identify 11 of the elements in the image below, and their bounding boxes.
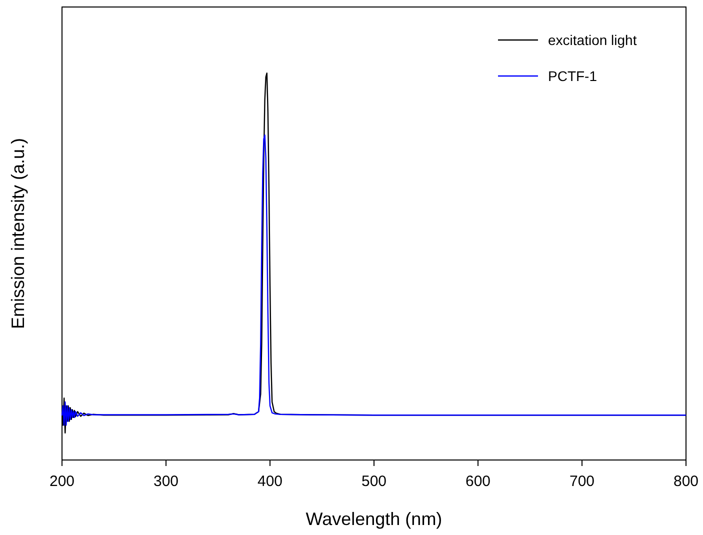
x-tick-label: 300 — [153, 473, 179, 490]
legend-label: PCTF-1 — [548, 68, 598, 84]
x-tick-label: 800 — [673, 473, 699, 490]
legend-label: excitation light — [548, 32, 637, 48]
x-tick-label: 600 — [465, 473, 491, 490]
x-tick-label: 400 — [257, 473, 283, 490]
y-axis-title: Emission intensity (a.u.) — [8, 138, 28, 330]
x-tick-label: 700 — [569, 473, 595, 490]
x-tick-label: 200 — [49, 473, 75, 490]
x-tick-label: 500 — [361, 473, 387, 490]
x-axis-title: Wavelength (nm) — [306, 509, 442, 529]
